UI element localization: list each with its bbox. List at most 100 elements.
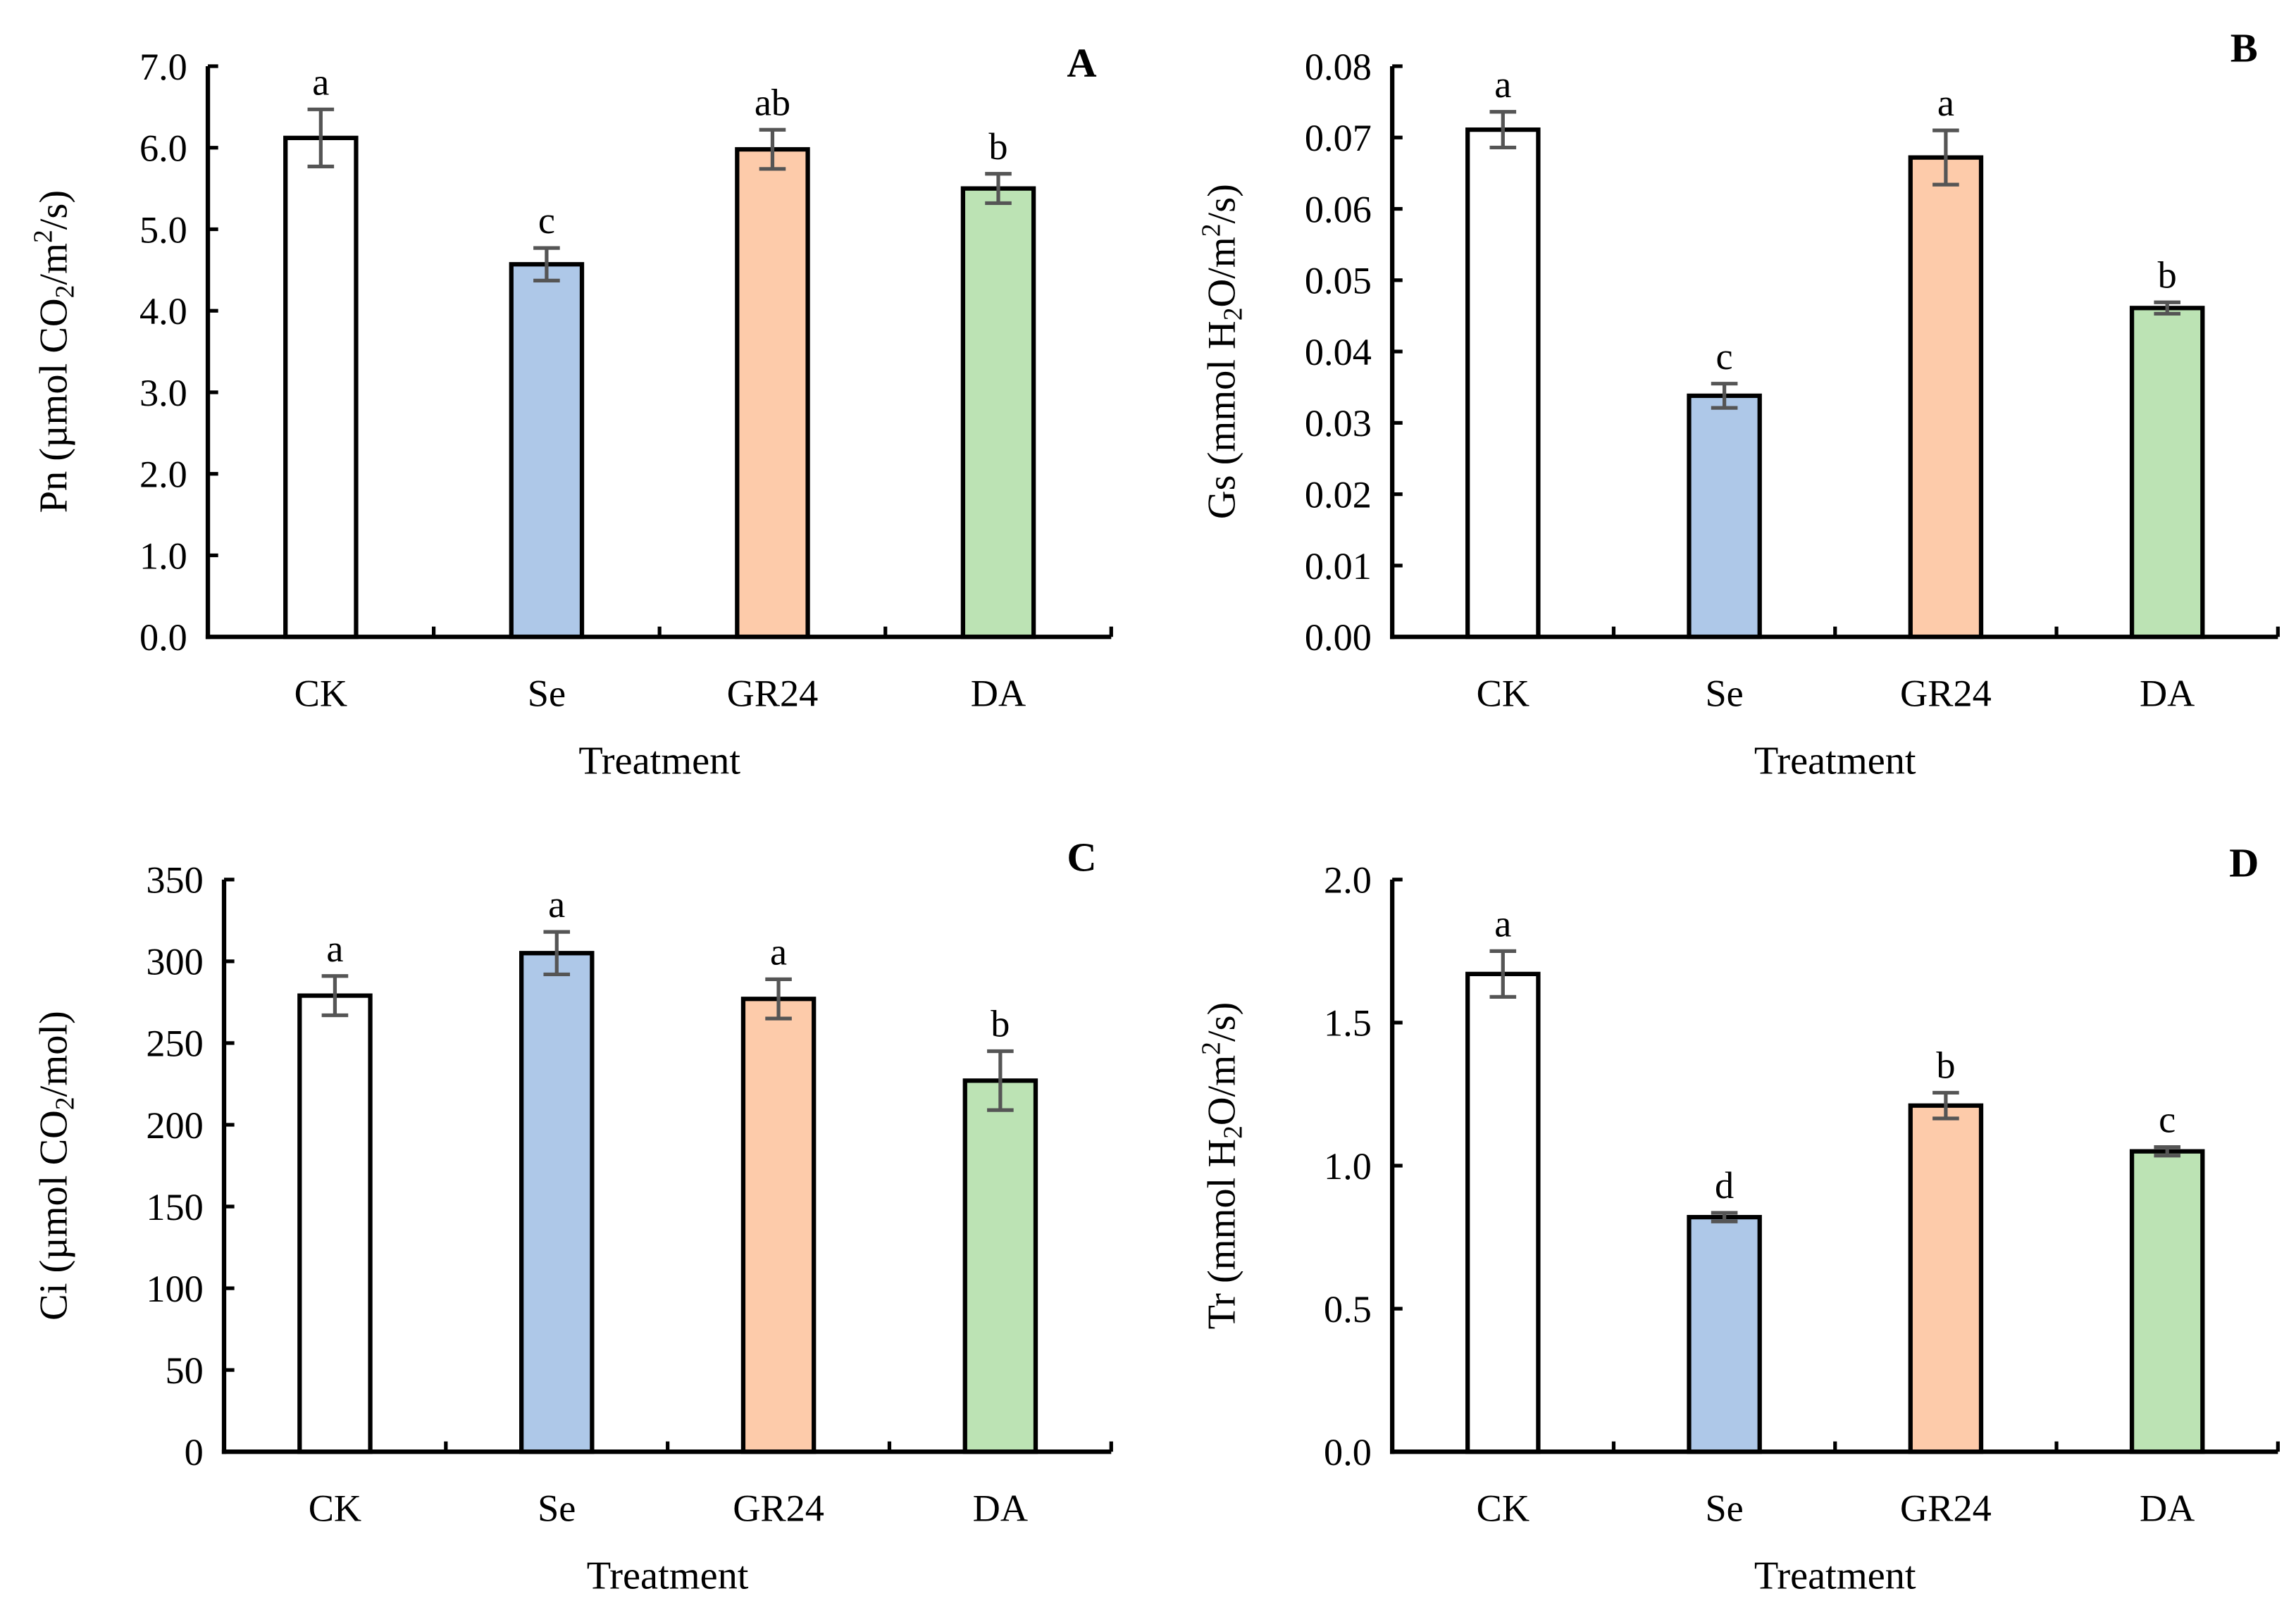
y-tick-label: 0.01 xyxy=(1305,545,1372,587)
y-tick-label: 2.0 xyxy=(1324,859,1372,902)
y-tick-label: 350 xyxy=(146,859,203,902)
y-tick-label: 0.04 xyxy=(1305,331,1372,373)
significance-label: a xyxy=(326,928,343,970)
y-tick-label: 0.0 xyxy=(1324,1431,1372,1473)
panel-B: a CK c Se a GR24 b DA 0.00 0.01 0.02 0.03 0.04 0.05 0.… xyxy=(1198,25,2280,782)
y-tick-label: 300 xyxy=(146,941,203,983)
error-bar-GR24 xyxy=(759,127,786,171)
bar-GR24 xyxy=(1908,155,1984,640)
bar-DA xyxy=(2129,1149,2205,1454)
x-axis-label: Treatment xyxy=(1754,1554,1916,1597)
bar-CK xyxy=(283,135,359,640)
x-tick-label: CK xyxy=(309,1487,361,1529)
significance-label: c xyxy=(538,199,555,242)
y-tick-label: 250 xyxy=(146,1023,203,1065)
error-bar-Se xyxy=(1711,1211,1738,1223)
x-tick-label: CK xyxy=(294,672,347,714)
y-tick-label: 5.0 xyxy=(139,208,187,251)
bar-CK xyxy=(1465,971,1541,1454)
significance-label: ab xyxy=(755,81,790,123)
x-axis-label: Treatment xyxy=(1754,739,1916,782)
significance-label: a xyxy=(1494,902,1511,944)
bar-DA xyxy=(960,186,1036,640)
y-tick-label: 1.5 xyxy=(1324,1002,1372,1045)
x-tick-label: DA xyxy=(2140,672,2195,714)
error-bar-CK xyxy=(1489,949,1517,999)
significance-label: b xyxy=(1936,1045,1955,1087)
x-tick-label: DA xyxy=(971,672,1026,714)
y-tick-label: 1.0 xyxy=(139,535,187,577)
bar-Se xyxy=(1687,1214,1762,1454)
bar-DA xyxy=(962,1078,1038,1454)
y-tick-label: 0.5 xyxy=(1324,1288,1372,1330)
error-bar-CK xyxy=(321,974,349,1018)
x-axis-label: Treatment xyxy=(587,1554,749,1597)
y-tick-label: 0.00 xyxy=(1305,616,1372,659)
x-tick-label: Se xyxy=(528,672,566,714)
error-bar-CK xyxy=(307,107,335,168)
x-tick-label: DA xyxy=(2140,1487,2195,1529)
error-bar-CK xyxy=(1489,110,1517,150)
bar-Se xyxy=(519,951,595,1454)
error-bar-Se xyxy=(543,930,571,977)
x-tick-label: GR24 xyxy=(1900,672,1992,714)
y-tick-label: 0.07 xyxy=(1305,117,1372,159)
significance-label: b xyxy=(988,125,1007,168)
error-bar-GR24 xyxy=(765,977,792,1021)
y-tick-label: 200 xyxy=(146,1104,203,1147)
significance-label: c xyxy=(1716,335,1733,378)
panel-label: B xyxy=(2230,25,2258,71)
y-tick-label: 7.0 xyxy=(139,46,187,88)
significance-label: d xyxy=(1715,1164,1734,1206)
y-tick-label: 0.0 xyxy=(139,616,187,659)
y-tick-label: 0.08 xyxy=(1305,46,1372,88)
error-bar-Se xyxy=(1711,382,1738,410)
error-bar-GR24 xyxy=(1932,128,1959,187)
panel-C: a CK a Se a GR24 b DA 0 50 100 150 200 250 300 350 Treat… xyxy=(32,834,1113,1597)
y-tick-label: 0.06 xyxy=(1305,188,1372,230)
x-tick-label: Se xyxy=(1705,1487,1743,1529)
x-tick-label: GR24 xyxy=(1900,1487,1992,1529)
y-tick-label: 0.02 xyxy=(1305,473,1372,516)
significance-label: a xyxy=(312,61,329,103)
x-axis-label: Treatment xyxy=(578,739,740,782)
x-tick-label: GR24 xyxy=(733,1487,824,1529)
bar-Se xyxy=(1687,393,1762,640)
y-tick-label: 2.0 xyxy=(139,454,187,496)
bar-GR24 xyxy=(1908,1103,1984,1454)
x-tick-label: DA xyxy=(973,1487,1028,1529)
bar-GR24 xyxy=(740,997,817,1454)
y-tick-label: 6.0 xyxy=(139,127,187,170)
bar-GR24 xyxy=(735,146,810,640)
y-tick-label: 100 xyxy=(146,1268,203,1310)
significance-label: a xyxy=(770,931,787,973)
error-bar-DA xyxy=(2154,1145,2180,1158)
significance-label: b xyxy=(991,1003,1010,1045)
y-axis-label: Gs (mmol H2O/m2/s) xyxy=(1198,184,1248,519)
panel-label: D xyxy=(2229,840,2259,886)
y-axis-label: Tr (mmol H2O/m2/s) xyxy=(1198,1002,1248,1330)
y-axis-label: Pn (µmol CO2/m2/s) xyxy=(30,190,80,513)
significance-label: a xyxy=(548,883,565,925)
y-tick-label: 1.0 xyxy=(1324,1145,1372,1187)
significance-label: a xyxy=(1937,82,1954,124)
panel-label: A xyxy=(1067,40,1096,86)
error-bar-DA xyxy=(985,172,1012,206)
panel-label: C xyxy=(1067,834,1096,880)
panel-D: a CK d Se b GR24 c DA 0.0 0.5 1.0 1.5 2.0 Treatment Tr… xyxy=(1198,840,2280,1597)
error-bar-DA xyxy=(987,1049,1014,1112)
x-tick-label: GR24 xyxy=(727,672,819,714)
y-tick-label: 150 xyxy=(146,1186,203,1228)
y-tick-label: 0 xyxy=(185,1431,204,1473)
y-tick-label: 4.0 xyxy=(139,290,187,332)
bar-DA xyxy=(2129,306,2205,640)
error-bar-GR24 xyxy=(1932,1090,1959,1121)
panel-A: a CK c Se ab GR24 b DA 0.0 1.0 2.0 3.0 4.0 5.0 6.0 7.0 T… xyxy=(30,40,1113,782)
significance-label: a xyxy=(1494,63,1511,106)
significance-label: c xyxy=(2159,1099,2176,1141)
x-tick-label: Se xyxy=(538,1487,576,1529)
bar-CK xyxy=(297,993,373,1454)
significance-label: b xyxy=(2158,254,2177,296)
x-tick-label: CK xyxy=(1477,672,1529,714)
